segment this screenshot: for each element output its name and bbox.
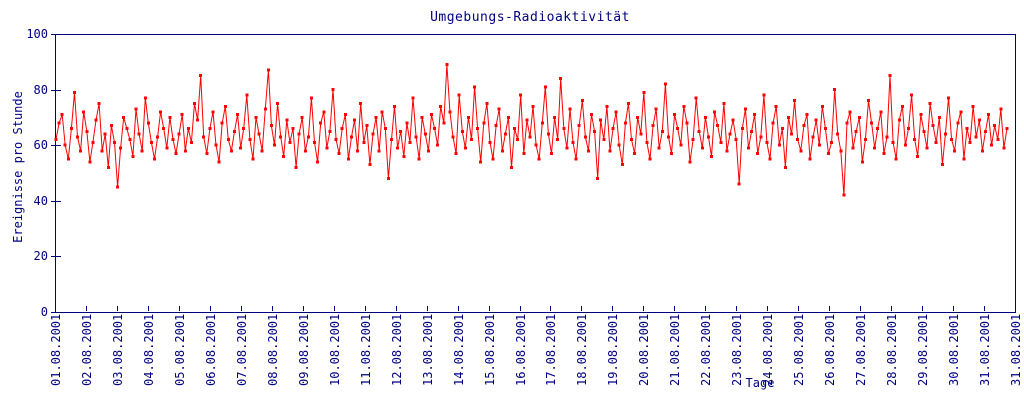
x-tick-label: 21.08.2001 bbox=[667, 313, 682, 386]
x-tick-label: 09.08.2001 bbox=[296, 313, 311, 386]
x-tick-label: 10.08.2001 bbox=[327, 313, 342, 386]
x-tick-label: 08.08.2001 bbox=[265, 313, 280, 386]
x-tick-label: 01.08.2001 bbox=[48, 313, 63, 386]
x-tick-label: 19.08.2001 bbox=[605, 313, 620, 386]
x-tick-label: 22.08.2001 bbox=[698, 313, 713, 386]
x-tick-label: 23.08.2001 bbox=[729, 313, 744, 386]
x-tick-label: 29.08.2001 bbox=[915, 313, 930, 386]
x-tick-label: 04.08.2001 bbox=[141, 313, 156, 386]
x-tick-label: 27.08.2001 bbox=[853, 313, 868, 386]
x-tick-label: 26.08.2001 bbox=[822, 313, 837, 386]
x-tick-label: 20.08.2001 bbox=[636, 313, 651, 386]
chart-title: Umgebungs-Radioaktivität bbox=[430, 10, 630, 25]
x-tick-label: 13.08.2001 bbox=[420, 313, 435, 386]
x-tick-label: 11.08.2001 bbox=[358, 313, 373, 386]
x-tick-label: 14.08.2001 bbox=[451, 313, 466, 386]
y-tick-label: 100 bbox=[26, 26, 48, 41]
x-tick-label: 03.08.2001 bbox=[110, 313, 125, 386]
x-tick-label: 31.08.2001 bbox=[1008, 313, 1023, 386]
x-tick-label: 06.08.2001 bbox=[203, 313, 218, 386]
x-tick-label: 16.08.2001 bbox=[513, 313, 528, 386]
y-tick-label: 0 bbox=[40, 304, 48, 319]
y-tick-label: 40 bbox=[33, 193, 48, 208]
x-tick-label: 05.08.2001 bbox=[172, 313, 187, 386]
x-tick-label: 07.08.2001 bbox=[234, 313, 249, 386]
x-tick-label: 31.08.2001 bbox=[977, 313, 992, 386]
x-tick-label: 30.08.2001 bbox=[946, 313, 961, 386]
x-axis-title: Tage bbox=[745, 376, 775, 390]
x-tick-label: 25.08.2001 bbox=[791, 313, 806, 386]
x-tick-label: 17.08.2001 bbox=[543, 313, 558, 386]
y-tick-label: 80 bbox=[33, 82, 48, 97]
x-tick-label: 18.08.2001 bbox=[574, 313, 589, 386]
y-axis-title: Ereignisse pro Stunde bbox=[11, 91, 25, 243]
x-tick-label: 15.08.2001 bbox=[482, 313, 497, 386]
x-tick-label: 02.08.2001 bbox=[79, 313, 94, 386]
x-tick-label: 28.08.2001 bbox=[884, 313, 899, 386]
x-tick-label: 12.08.2001 bbox=[389, 313, 404, 386]
x-tick-label: 24.08.2001 bbox=[760, 313, 775, 386]
y-tick-label: 60 bbox=[33, 137, 48, 152]
y-tick-label: 20 bbox=[33, 248, 48, 263]
